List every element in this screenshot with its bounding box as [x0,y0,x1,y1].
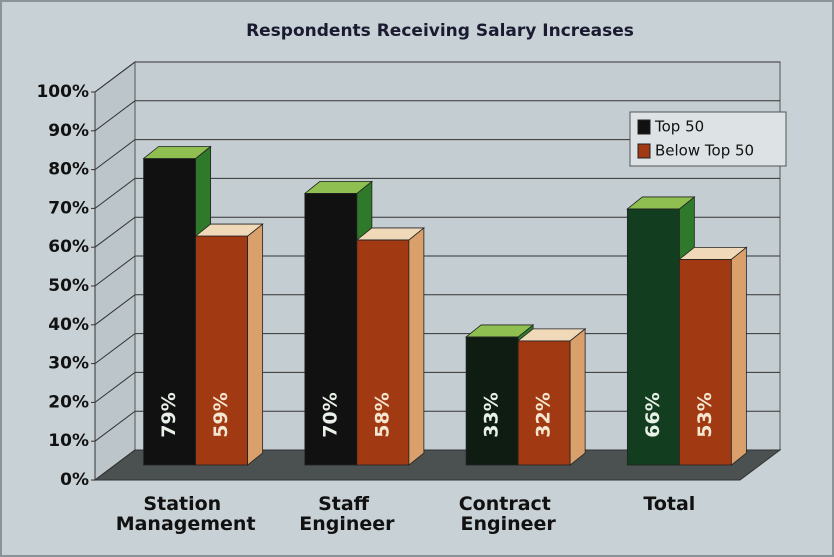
bar-front [678,258,732,466]
bar-top [678,246,748,260]
grid-line [94,216,780,248]
bar [516,328,587,466]
bar-front [356,239,410,466]
y-tick-label: 70% [48,198,89,218]
bar-front [195,235,249,466]
bar-front [626,208,680,466]
value-label: 58% [371,392,393,437]
bar-side [408,227,425,466]
grid-line [94,294,780,326]
bar-side [730,246,747,466]
bar-top [303,180,374,194]
x-tick-label-line: Staff [318,493,376,515]
value-label: 53% [694,392,716,437]
y-tick-label: 50% [48,276,89,296]
bar [678,246,748,466]
x-tick-label-line: Station [143,493,227,515]
bar-top [626,196,696,210]
grid-line [94,177,780,209]
legend-label: Top 50 [654,118,704,136]
chart-title: Respondents Receiving Salary Increases [246,21,634,41]
y-tick-label: 20% [48,392,89,412]
bar [355,227,426,466]
y-tick-label: 80% [48,160,89,180]
x-tick-label-line: Engineer [460,513,556,535]
y-tick-label: 100% [36,82,89,102]
y-tick-label: 30% [48,354,89,374]
value-label: 33% [481,392,503,437]
grid-line [94,139,780,171]
bar-front [465,336,519,466]
bar-front [143,158,197,466]
grid-line [94,255,780,287]
x-tick-label: Total [643,493,695,515]
bar-top [464,324,535,338]
y-tick-label: 10% [48,431,89,451]
legend-swatch [637,119,651,135]
x-tick-label: Staff Engineer [299,493,395,535]
legend-box [629,111,787,167]
bar-front [304,192,358,466]
bar-top [194,223,264,237]
y-tick-label: 0% [60,470,89,490]
bar [194,223,264,466]
value-label: 59% [210,392,232,437]
x-tick-label: Contract Engineer [459,493,558,535]
legend-swatch [637,143,651,159]
value-label: 70% [319,392,341,437]
grid-line [94,100,780,132]
y-tick-label: 90% [48,121,89,141]
x-tick-label-line: Contract [459,493,558,515]
value-label: 32% [533,392,555,437]
grid-line [94,61,780,93]
value-label: 66% [642,392,664,437]
bar-top [142,146,212,159]
x-tick-label-line: Management [116,513,256,535]
value-label: 79% [158,392,180,437]
x-tick-label: Station Management [116,493,256,535]
bar-front [517,340,571,466]
bar-top [516,328,587,342]
x-tick-label-line: Total [643,493,695,515]
bar-side [247,223,264,466]
legend-label: Below Top 50 [655,142,754,160]
y-tick-label: 40% [48,315,89,335]
bar-top [355,227,426,241]
y-tick-label: 60% [48,237,89,257]
bar-side [569,328,586,466]
x-tick-label-line: Engineer [299,513,395,535]
